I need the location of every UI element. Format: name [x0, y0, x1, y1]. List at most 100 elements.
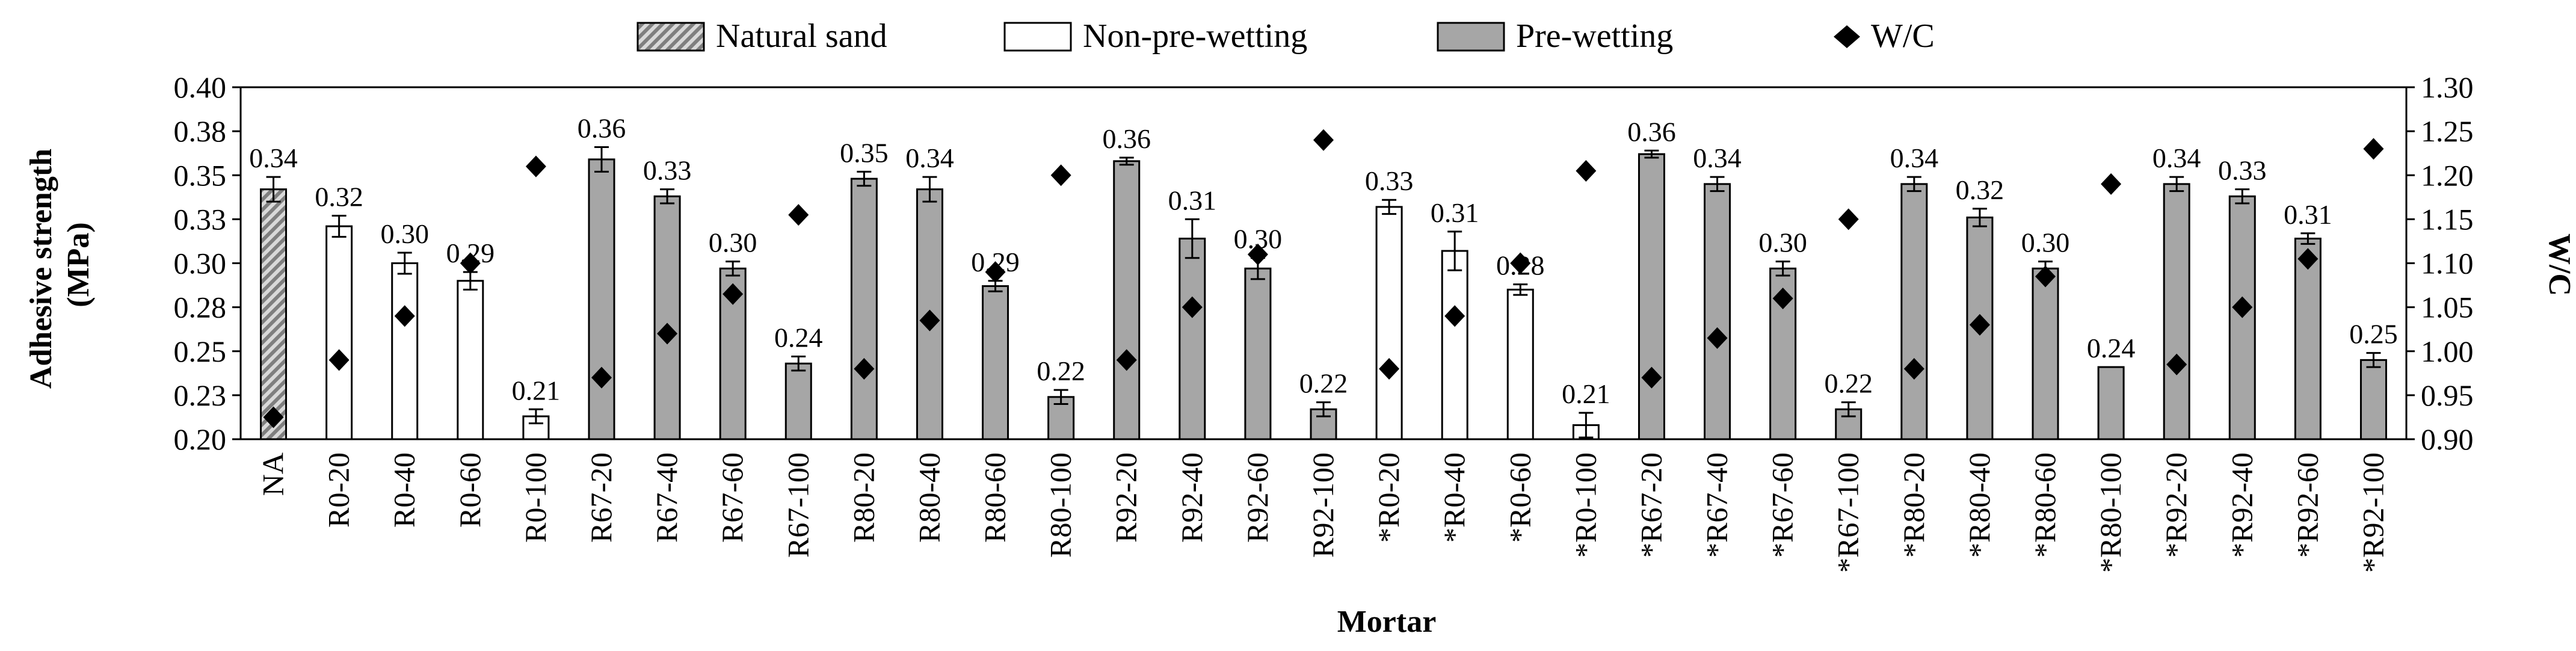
- y-axis-title: Adhesive strength (MPa): [24, 141, 96, 389]
- y2-tick-label: 0.95: [2421, 378, 2474, 412]
- wc-marker: [525, 155, 546, 177]
- x-tick-label: *R92-100: [2356, 452, 2390, 573]
- wc-marker: [1576, 159, 1597, 182]
- bar: [1900, 183, 1928, 440]
- x-tick-label: *R0-40: [1437, 452, 1471, 543]
- wc-marker: [2297, 248, 2319, 270]
- data-label: 0.31: [2284, 199, 2332, 230]
- data-label: 0.32: [1956, 174, 2004, 205]
- x-tick-label: R0-60: [453, 452, 487, 528]
- x-tick-label: *R92-20: [2159, 452, 2193, 558]
- wc-marker: [1903, 358, 1924, 380]
- x-tick-label: *R67-60: [1766, 452, 1799, 558]
- legend-swatch-natural-sand: [636, 22, 705, 52]
- bar: [784, 362, 812, 440]
- y-tick-label: 0.38: [174, 114, 227, 148]
- x-tick-label: R0-20: [322, 452, 356, 528]
- bar: [1375, 206, 1403, 440]
- x-tick-label: *R0-100: [1568, 452, 1602, 558]
- legend: Natural sand Non-pre-wetting Pre-wetting…: [636, 17, 1935, 55]
- data-label: 0.35: [840, 137, 889, 168]
- x-tick-label: R67-40: [650, 452, 683, 543]
- data-label: 0.31: [1168, 185, 1217, 215]
- wc-marker: [460, 252, 481, 274]
- bar: [325, 225, 353, 440]
- bar: [2097, 366, 2125, 440]
- x-tick-label: R92-100: [1306, 452, 1340, 558]
- wc-marker: [1182, 296, 1203, 318]
- data-label: 0.34: [2152, 143, 2201, 173]
- data-label: 0.34: [905, 143, 954, 173]
- data-label: 0.21: [1562, 378, 1610, 409]
- x-tick-label: *R67-40: [1700, 452, 1734, 558]
- y-tick-label: 0.40: [174, 70, 227, 104]
- bar: [588, 158, 615, 440]
- x-tick-label: R80-20: [846, 452, 880, 543]
- data-label: 0.34: [1890, 143, 1939, 173]
- bar: [850, 177, 878, 440]
- y-tick-label: 0.30: [174, 247, 227, 280]
- y-tick-label: 0.33: [174, 202, 227, 236]
- bar: [2032, 267, 2059, 440]
- x-tick-label: NA: [256, 452, 290, 496]
- data-label: 0.33: [643, 155, 692, 186]
- y2-tick-label: 1.15: [2421, 202, 2474, 236]
- wc-marker: [2035, 265, 2056, 288]
- wc-marker: [1313, 129, 1334, 151]
- bar: [260, 188, 288, 440]
- y-tick-label: 0.23: [174, 378, 227, 412]
- x-tick-label: *R92-40: [2225, 452, 2258, 558]
- wc-marker: [591, 366, 612, 389]
- legend-label-natural-sand: Natural sand: [716, 17, 887, 55]
- x-tick-label: R0-100: [519, 452, 552, 543]
- x-tick-label: R92-20: [1109, 452, 1143, 543]
- y2-tick-label: 1.30: [2421, 70, 2474, 104]
- legend-label-pre-wetting: Pre-wetting: [1516, 17, 1673, 55]
- wc-marker: [1116, 349, 1137, 371]
- bar: [1113, 160, 1141, 440]
- bar: [2163, 183, 2190, 440]
- x-tick-label: *R80-40: [1962, 452, 1996, 558]
- bar: [1506, 288, 1534, 440]
- x-tick-label: *R92-60: [2290, 452, 2324, 558]
- data-label: 0.32: [315, 182, 363, 212]
- x-tick-label: R92-60: [1240, 452, 1274, 543]
- x-tick-label: *R80-100: [2094, 452, 2127, 573]
- data-label: 0.31: [1431, 197, 1479, 228]
- x-tick-label: R67-100: [781, 452, 815, 558]
- data-label: 0.36: [578, 113, 626, 143]
- bar: [1179, 238, 1206, 440]
- x-tick-label: *R67-100: [1831, 452, 1865, 573]
- y2-axis-title: W/C: [2542, 233, 2576, 296]
- bar: [916, 188, 943, 440]
- wc-marker: [788, 204, 809, 226]
- plot-area: 0.20 0.23 0.25 0.28 0.30 0.33 0.35 0.38 0.40 0.90…: [174, 70, 2474, 573]
- wc-marker: [1444, 305, 1465, 327]
- data-label: 0.24: [2087, 333, 2136, 363]
- x-tick-label: *R0-20: [1372, 452, 1405, 543]
- data-label: 0.30: [709, 227, 757, 258]
- y2-tick-label: 1.05: [2421, 291, 2474, 324]
- data-label: 0.22: [1299, 368, 1348, 399]
- data-label: 0.33: [2218, 155, 2267, 186]
- bar: [1244, 267, 1272, 440]
- y2-tick-label: 1.10: [2421, 247, 2474, 280]
- wc-marker: [1510, 252, 1531, 274]
- wc-marker: [854, 358, 875, 380]
- x-tick-label: *R0-60: [1503, 452, 1536, 543]
- wc-marker: [1247, 243, 1268, 265]
- wc-marker: [919, 309, 940, 332]
- x-tick-label: R80-40: [912, 452, 946, 543]
- wc-marker: [1379, 358, 1400, 380]
- data-label: 0.25: [2349, 319, 2398, 350]
- x-tick-label: R67-20: [584, 452, 618, 543]
- data-label: 0.22: [1037, 356, 1085, 386]
- legend-swatch-non-pre-wetting: [1003, 22, 1072, 52]
- data-label: 0.30: [2021, 227, 2070, 258]
- x-tick-label: R92-40: [1175, 452, 1209, 543]
- bar: [653, 195, 681, 440]
- data-label: 0.22: [1824, 368, 1873, 399]
- x-tick-label: R80-100: [1044, 452, 1077, 558]
- data-label: 0.24: [774, 322, 823, 353]
- bar: [391, 262, 419, 440]
